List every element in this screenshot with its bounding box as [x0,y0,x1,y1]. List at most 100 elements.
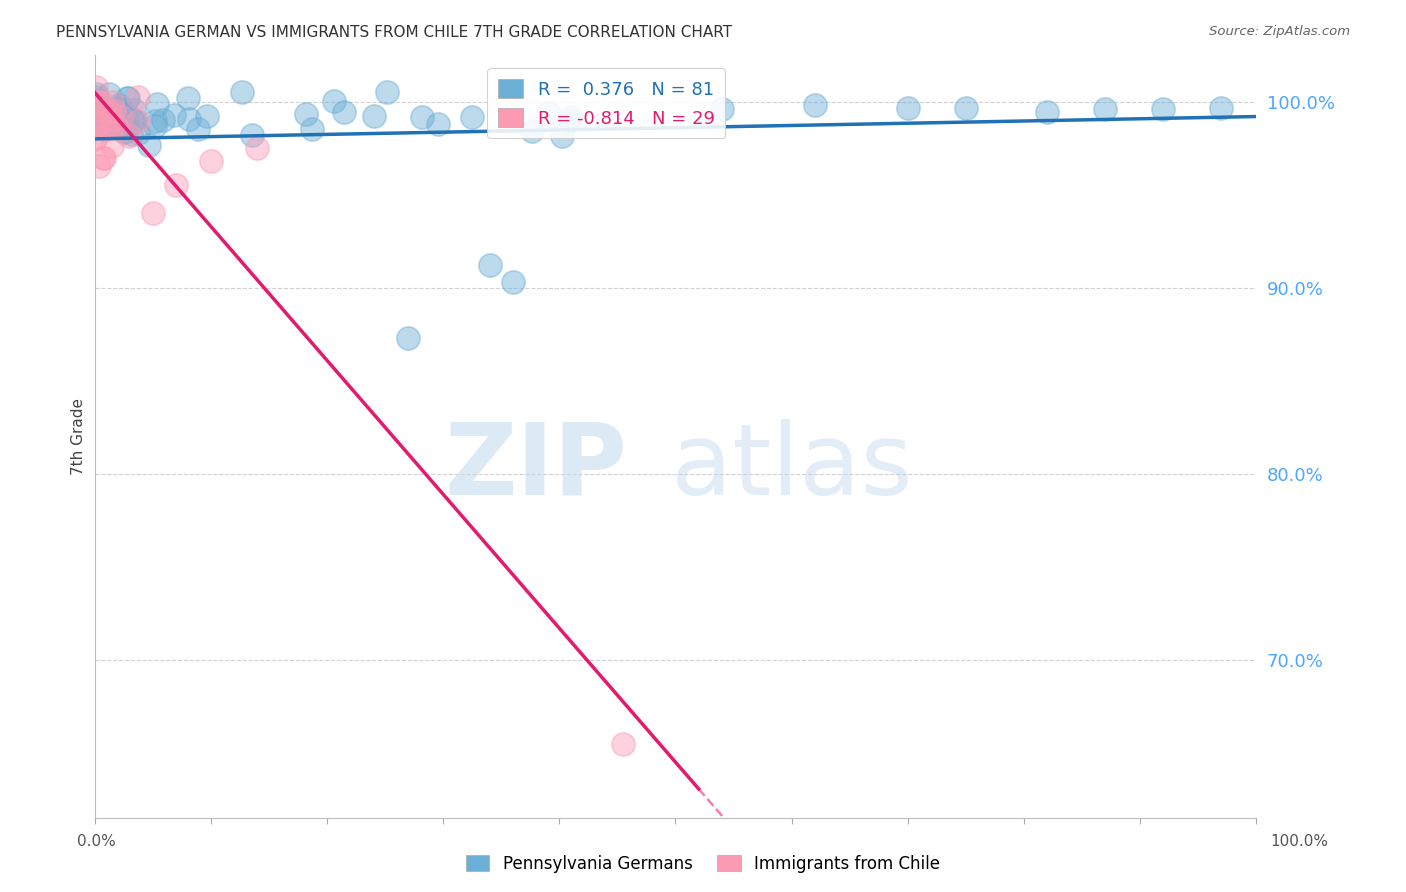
Point [146,96,169,111]
Point [84,129,107,144]
Point [87,93,110,107]
Point [108,102,131,116]
Point [332,104,354,119]
Point [103,104,125,119]
Point [1152,102,1174,116]
Point [502,275,524,289]
Point [375,86,398,100]
Point [105,117,128,131]
Point [87,103,110,117]
Point [1036,105,1059,120]
Point [127,126,149,140]
Point [93,118,115,132]
Point [115,109,138,123]
Point [90,95,112,109]
Point [115,120,138,135]
Point [104,112,127,126]
Point [101,139,124,153]
Point [152,112,174,127]
Point [84,90,107,104]
Point [108,101,131,115]
Point [87,159,110,173]
Point [114,124,136,138]
Point [87,116,110,130]
Point [84,95,107,109]
Point [195,109,218,123]
Point [1094,102,1116,116]
Point [551,129,574,144]
Point [105,115,128,129]
Point [118,128,141,143]
Point [127,90,149,104]
Point [121,112,143,126]
Point [90,106,112,120]
Point [804,98,827,112]
Point [110,110,132,124]
Point [246,141,269,155]
Point [83,119,105,133]
Point [522,124,544,138]
Point [301,121,323,136]
Point [177,91,200,105]
Point [103,110,125,124]
Point [143,119,166,133]
Text: 100.0%: 100.0% [1271,834,1329,849]
Point [163,108,186,122]
Point [86,80,108,95]
Text: atlas: atlas [671,418,912,516]
Point [538,106,561,120]
Point [187,122,209,136]
Point [427,117,450,131]
Point [179,112,201,126]
Point [612,737,634,751]
Point [127,114,149,128]
Legend: R =  0.376   N = 81, R = -0.814   N = 29: R = 0.376 N = 81, R = -0.814 N = 29 [486,68,725,138]
Text: ZIP: ZIP [444,418,627,516]
Point [110,117,132,131]
Point [96,121,118,136]
Point [294,107,316,121]
Point [710,102,733,116]
Point [94,119,117,133]
Point [90,118,112,132]
Point [121,114,143,128]
Point [1211,102,1233,116]
Point [142,206,165,220]
Point [90,99,112,113]
Point [100,121,122,136]
Point [93,118,115,132]
Point [91,117,114,131]
Point [897,101,920,115]
Point [89,112,111,127]
Text: 0.0%: 0.0% [77,834,117,849]
Text: PENNSYLVANIA GERMAN VS IMMIGRANTS FROM CHILE 7TH GRADE CORRELATION CHART: PENNSYLVANIA GERMAN VS IMMIGRANTS FROM C… [56,25,733,40]
Point [396,331,419,345]
Point [558,114,581,128]
Point [91,151,114,165]
Point [115,91,138,105]
Point [165,178,187,193]
Point [87,117,110,131]
Point [105,112,128,126]
Point [323,95,346,109]
Point [120,127,142,141]
Point [108,97,131,112]
Point [560,110,582,124]
Point [363,109,385,123]
Y-axis label: 7th Grade: 7th Grade [72,398,86,475]
Point [240,128,263,143]
Point [93,151,115,165]
Point [461,111,484,125]
Point [100,113,122,128]
Point [122,103,145,118]
Text: Source: ZipAtlas.com: Source: ZipAtlas.com [1209,25,1350,38]
Point [100,113,122,128]
Legend: Pennsylvania Germans, Immigrants from Chile: Pennsylvania Germans, Immigrants from Ch… [460,848,946,880]
Point [100,95,122,109]
Point [87,109,110,123]
Point [93,119,115,133]
Point [84,87,107,102]
Point [104,119,127,133]
Point [231,86,253,100]
Point [104,112,127,126]
